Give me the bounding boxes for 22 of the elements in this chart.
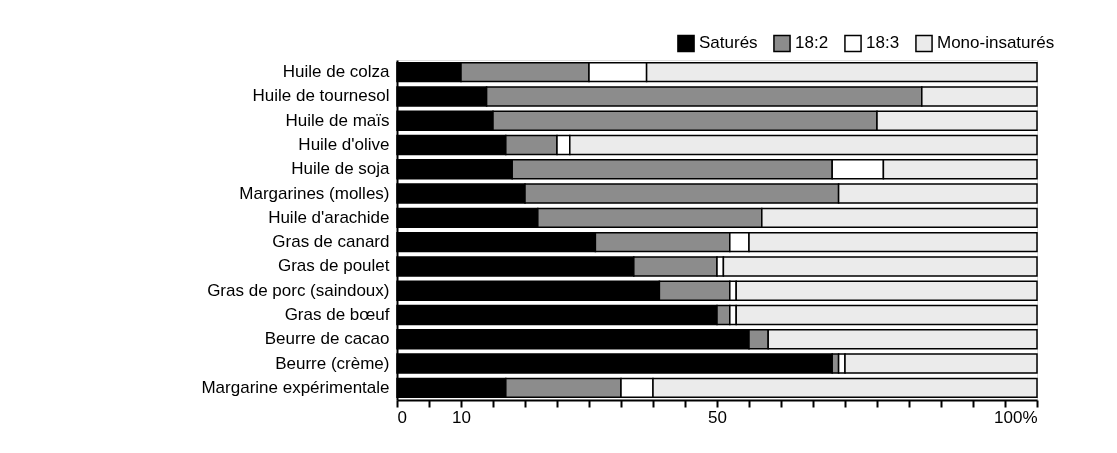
y-tick-label: Gras de poulet (277, 256, 390, 276)
y-tick-label: Gras de porc (saindoux) (207, 280, 390, 300)
y-tick-label: Beurre (crème) (275, 353, 390, 373)
y-tick-label: Gras de bœuf (284, 305, 390, 324)
y-tick-label: Huile de tournesol (252, 86, 390, 106)
legend-label: 18:2 (795, 33, 829, 53)
y-tick-label: Margarines (molles) (239, 183, 390, 203)
legend-label: Saturés (699, 33, 758, 53)
y-tick-label: Gras de canard (272, 232, 390, 252)
x-tick-label: 0 (397, 407, 407, 427)
x-tick-label: 50 (708, 407, 727, 427)
y-tick-label: Huile d'arachide (268, 207, 390, 227)
x-tick-label: 100% (994, 407, 1038, 427)
y-tick-label: Margarine expérimentale (201, 377, 390, 397)
x-tick-label: 10 (452, 407, 471, 427)
legend-label: 18:3 (866, 33, 900, 53)
y-tick-label: Huile d'olive (298, 135, 390, 154)
legend-label: Mono-insaturés (937, 33, 1055, 53)
y-tick-label: Huile de maïs (285, 110, 390, 130)
y-tick-label: Huile de soja (291, 159, 391, 179)
y-tick-label: Beurre de cacao (264, 329, 390, 349)
y-tick-label: Huile de colza (282, 62, 391, 82)
